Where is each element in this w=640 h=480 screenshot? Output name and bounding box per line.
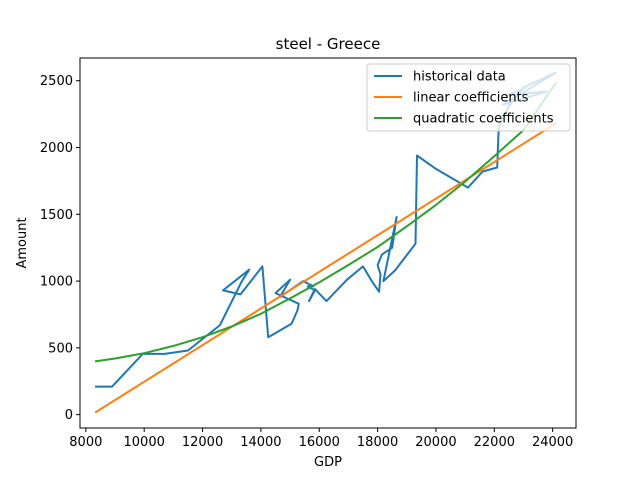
x-tick-label: 24000	[532, 435, 573, 450]
y-tick-label: 2000	[40, 141, 73, 156]
plot-area	[94, 71, 557, 414]
x-tick-label: 8000	[69, 435, 102, 450]
y-axis: 0 500 1000 1500 2000 2500	[40, 74, 80, 423]
y-tick-label: 1500	[40, 208, 73, 223]
series-line-1	[94, 122, 557, 414]
x-axis-label: GDP	[314, 455, 342, 470]
x-axis: 8000 10000 12000 14000 16000 18000 20000 22000 2…	[69, 428, 573, 450]
legend-label-0: historical data	[413, 70, 506, 85]
legend-label-1: linear coefficients	[413, 91, 529, 106]
x-tick-label: 14000	[240, 435, 281, 450]
x-tick-label: 12000	[182, 435, 223, 450]
y-tick-label: 2500	[40, 74, 73, 89]
x-tick-label: 22000	[474, 435, 515, 450]
x-tick-label: 20000	[415, 435, 456, 450]
x-tick-label: 16000	[299, 435, 340, 450]
series-line-0	[95, 71, 557, 388]
x-tick-label: 18000	[357, 435, 398, 450]
y-tick-label: 1000	[40, 275, 73, 290]
legend: historical data linear coefficients quadra…	[366, 63, 571, 132]
y-axis-label: Amount	[15, 217, 30, 268]
y-tick-label: 0	[65, 408, 73, 423]
y-tick-label: 500	[48, 341, 73, 356]
legend-label-2: quadratic coefficients	[413, 112, 554, 127]
series-line-2	[94, 82, 557, 363]
plot-frame	[79, 57, 577, 429]
x-tick-label: 10000	[124, 435, 165, 450]
chart-title: steel - Greece	[276, 35, 381, 53]
legend-box	[366, 63, 571, 132]
